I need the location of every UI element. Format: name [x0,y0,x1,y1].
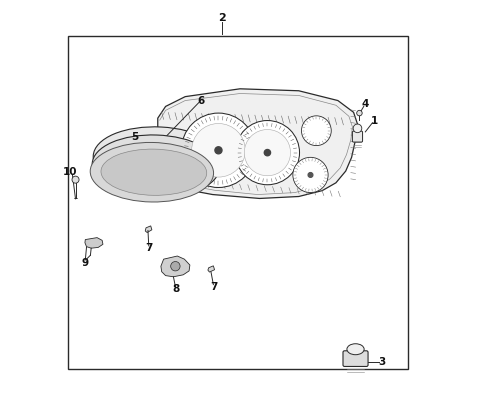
Ellipse shape [347,344,364,355]
Polygon shape [94,163,100,169]
Text: 3: 3 [378,357,385,367]
Circle shape [308,173,313,177]
Polygon shape [145,226,152,233]
Polygon shape [124,141,133,151]
Text: 8: 8 [172,284,180,294]
Bar [68,36,408,369]
Text: 9: 9 [81,258,88,268]
Circle shape [244,130,290,176]
Text: 5: 5 [132,132,139,142]
Ellipse shape [101,149,207,195]
Text: 1: 1 [371,116,378,126]
Circle shape [264,149,271,156]
FancyBboxPatch shape [352,131,362,142]
Circle shape [215,147,222,154]
Circle shape [171,261,180,271]
Text: 7: 7 [145,243,153,253]
Circle shape [293,157,328,193]
Polygon shape [161,256,190,277]
Circle shape [157,141,170,154]
Text: 4: 4 [361,99,369,110]
Polygon shape [156,89,358,198]
Circle shape [72,176,79,183]
Ellipse shape [90,142,214,202]
Polygon shape [85,238,103,248]
Text: 6: 6 [197,95,204,106]
FancyBboxPatch shape [343,351,368,366]
Text: 7: 7 [210,282,217,292]
Text: 2: 2 [218,13,226,23]
Text: 10: 10 [62,167,77,177]
Polygon shape [208,266,215,272]
Circle shape [301,116,331,145]
Circle shape [353,124,362,133]
Ellipse shape [92,135,219,197]
Polygon shape [211,170,216,175]
Ellipse shape [93,127,226,192]
Circle shape [357,110,362,116]
Circle shape [160,144,167,151]
Circle shape [235,121,300,185]
Circle shape [192,123,245,177]
Circle shape [181,113,256,187]
Polygon shape [157,136,165,142]
